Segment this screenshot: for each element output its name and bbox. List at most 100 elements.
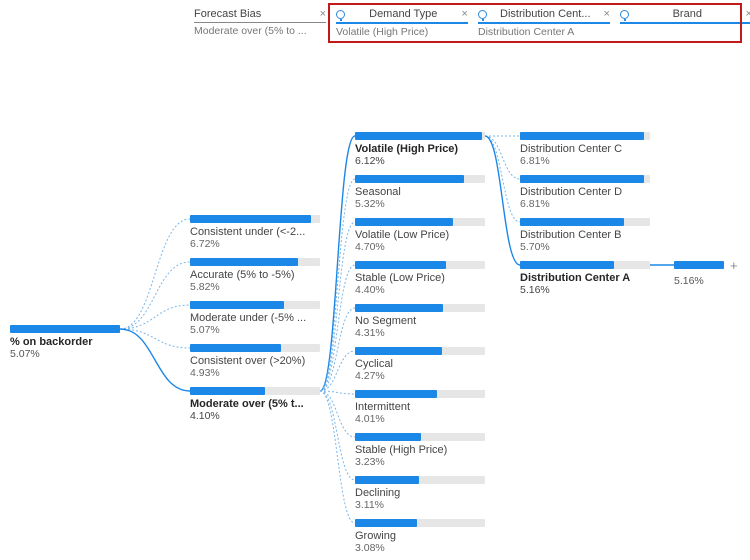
node-label: Consistent over (>20%) xyxy=(190,355,330,367)
bar-fill xyxy=(355,476,419,484)
tab-3[interactable]: Brand × xyxy=(616,6,750,39)
bar-fill xyxy=(10,325,120,333)
node-label: Distribution Center A xyxy=(520,272,660,284)
decomposition-tree: Forecast Bias × Moderate over (5% to ... De… xyxy=(0,0,750,560)
root-node[interactable]: % on backorder5.07% xyxy=(10,325,130,360)
tree-node[interactable]: Stable (Low Price)4.40% xyxy=(355,261,495,296)
tree-node[interactable]: Seasonal5.32% xyxy=(355,175,495,210)
tree-node[interactable]: Consistent under (<-2...6.72% xyxy=(190,215,330,250)
bar-fill xyxy=(190,344,281,352)
bar-fill xyxy=(355,132,482,140)
bar-bg xyxy=(190,344,320,352)
bar-fill xyxy=(190,215,311,223)
bar-fill xyxy=(520,175,644,183)
bar-fill xyxy=(355,261,446,269)
bar-fill xyxy=(520,261,614,269)
tree-node[interactable]: Moderate over (5% t...4.10% xyxy=(190,387,330,422)
bar-bg xyxy=(355,132,485,140)
tree-node[interactable]: Distribution Center A5.16% xyxy=(520,261,660,296)
node-label: Declining xyxy=(355,487,495,499)
bulb-icon xyxy=(620,10,629,19)
tab-title: Demand Type xyxy=(369,8,437,20)
node-pct: 3.23% xyxy=(355,456,495,468)
bar-bg xyxy=(190,301,320,309)
node-pct: 6.72% xyxy=(190,238,330,250)
node-label: Growing xyxy=(355,530,495,542)
close-icon[interactable]: × xyxy=(458,8,468,20)
bar-bg xyxy=(520,175,650,183)
tree-node[interactable]: Volatile (Low Price)4.70% xyxy=(355,218,495,253)
tree-node[interactable]: Moderate under (-5% ...5.07% xyxy=(190,301,330,336)
tree-node[interactable]: Cyclical4.27% xyxy=(355,347,495,382)
bar-fill xyxy=(190,258,298,266)
leaf-bar[interactable] xyxy=(674,261,724,269)
tab-subtitle: Volatile (High Price) xyxy=(336,24,468,38)
node-pct: 4.31% xyxy=(355,327,495,339)
bar-bg xyxy=(355,347,485,355)
leaf-pct: 5.16% xyxy=(674,275,704,287)
tree-node[interactable]: Accurate (5% to -5%)5.82% xyxy=(190,258,330,293)
bar-fill xyxy=(520,218,624,226)
tree-node[interactable]: Growing3.08% xyxy=(355,519,495,554)
node-label: Intermittent xyxy=(355,401,495,413)
bar-bg xyxy=(520,261,650,269)
node-label: Distribution Center B xyxy=(520,229,660,241)
node-pct: 4.93% xyxy=(190,367,330,379)
node-pct: 6.12% xyxy=(355,155,495,167)
node-label: Cyclical xyxy=(355,358,495,370)
node-label: Consistent under (<-2... xyxy=(190,226,330,238)
node-pct: 4.01% xyxy=(355,413,495,425)
bar-bg xyxy=(190,387,320,395)
node-pct: 5.32% xyxy=(355,198,495,210)
bar-bg xyxy=(355,218,485,226)
tree-node[interactable]: Volatile (High Price)6.12% xyxy=(355,132,495,167)
node-pct: 5.82% xyxy=(190,281,330,293)
node-pct: 3.08% xyxy=(355,542,495,554)
node-label: Moderate over (5% t... xyxy=(190,398,330,410)
node-label: Distribution Center C xyxy=(520,143,660,155)
node-pct: 4.10% xyxy=(190,410,330,422)
bar-fill xyxy=(190,301,284,309)
bar-bg xyxy=(10,325,120,333)
node-pct: 5.70% xyxy=(520,241,660,253)
node-pct: 5.16% xyxy=(520,284,660,296)
node-label: Volatile (Low Price) xyxy=(355,229,495,241)
close-icon[interactable]: × xyxy=(742,8,750,20)
node-label: Accurate (5% to -5%) xyxy=(190,269,330,281)
tree-node[interactable]: Distribution Center C6.81% xyxy=(520,132,660,167)
bar-bg xyxy=(355,519,485,527)
tab-1[interactable]: Demand Type × Volatile (High Price) xyxy=(332,6,472,39)
node-label: No Segment xyxy=(355,315,495,327)
tree-node[interactable]: Stable (High Price)3.23% xyxy=(355,433,495,468)
bar-bg xyxy=(520,132,650,140)
bar-fill xyxy=(355,304,443,312)
tree-node[interactable]: Distribution Center D6.81% xyxy=(520,175,660,210)
bar-fill xyxy=(355,347,442,355)
bar-fill xyxy=(355,175,464,183)
tree-node[interactable]: Intermittent4.01% xyxy=(355,390,495,425)
expand-icon[interactable]: + xyxy=(730,258,738,273)
tab-subtitle: Moderate over (5% to ... xyxy=(194,23,326,37)
close-icon[interactable]: × xyxy=(600,8,610,20)
tab-2[interactable]: Distribution Cent...×Distribution Center… xyxy=(474,6,614,39)
tree-node[interactable]: Declining3.11% xyxy=(355,476,495,511)
close-icon[interactable]: × xyxy=(316,8,326,20)
tab-0[interactable]: Forecast Bias × Moderate over (5% to ... xyxy=(190,6,330,39)
bar-bg xyxy=(190,215,320,223)
bar-bg xyxy=(355,304,485,312)
node-label: % on backorder xyxy=(10,336,130,348)
header-tabs: Forecast Bias × Moderate over (5% to ... De… xyxy=(190,6,750,39)
tree-node[interactable]: Distribution Center B5.70% xyxy=(520,218,660,253)
bar-bg xyxy=(355,433,485,441)
node-pct: 5.07% xyxy=(190,324,330,336)
bar-fill xyxy=(355,433,421,441)
node-label: Distribution Center D xyxy=(520,186,660,198)
tree-node[interactable]: Consistent over (>20%)4.93% xyxy=(190,344,330,379)
tab-subtitle xyxy=(620,24,750,26)
tab-title: Brand xyxy=(673,8,702,20)
bar-fill xyxy=(355,218,453,226)
tree-node[interactable]: No Segment4.31% xyxy=(355,304,495,339)
bar-bg xyxy=(355,476,485,484)
tab-title: Forecast Bias xyxy=(194,8,261,20)
bar-fill xyxy=(355,519,417,527)
